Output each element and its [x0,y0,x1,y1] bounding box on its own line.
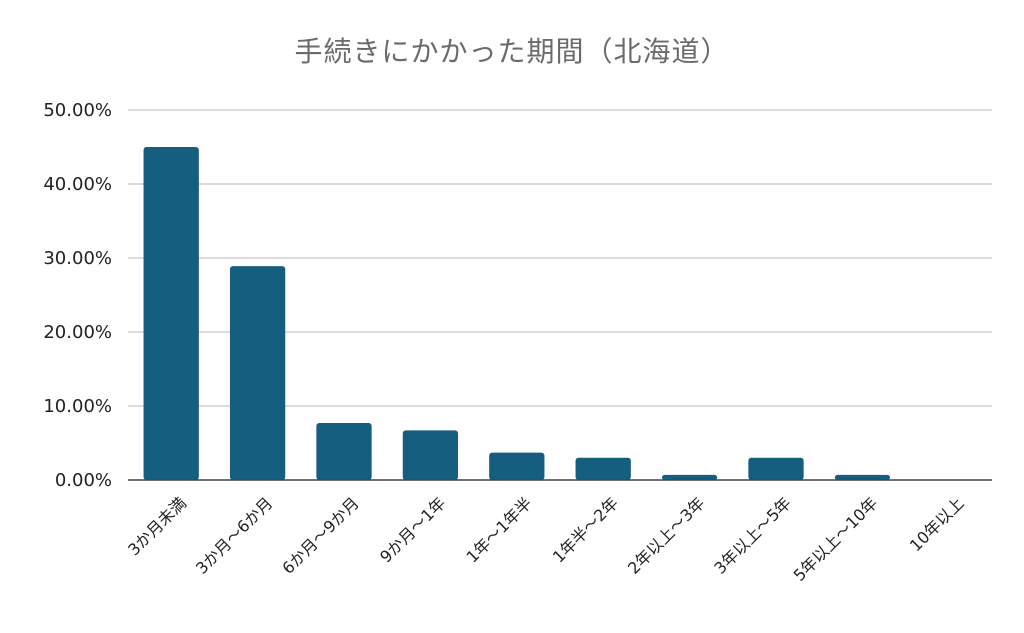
chart-title: 手続きにかかった期間（北海道） [294,35,730,68]
y-tick-label: 50.00% [43,100,112,121]
y-axis-ticks: 0.00% 10.00% 20.00% 30.00% 40.00% 50.00% [43,100,112,491]
bar [402,430,459,480]
bars [143,147,891,480]
bar [143,147,199,480]
x-tick-label: 1年～1年半 [463,493,536,566]
y-tick-label: 40.00% [43,174,112,195]
y-tick-label: 0.00% [55,470,112,491]
x-tick-label: 3か月～6か月 [192,493,276,577]
bar [834,474,891,480]
x-tick-label: 1年半～2年 [549,493,622,566]
bar [575,457,631,480]
x-tick-label: 3年以上～5年 [710,493,794,577]
x-tick-label: 2年以上～3年 [624,493,708,577]
bar [489,452,545,480]
bar [748,457,804,480]
y-tick-label: 30.00% [43,248,112,269]
y-tick-label: 10.00% [43,396,112,417]
x-tick-label: 9か月～1年 [376,493,449,566]
bar [661,474,718,480]
x-tick-label: 5年以上～10年 [790,493,882,585]
x-axis-ticks: 3か月未満 3か月～6か月 6か月～9か月 9か月～1年 1年～1年半 1年半～2年 2年以… [124,493,967,585]
bar [229,266,286,480]
x-tick-label: 6か月～9か月 [278,493,362,577]
x-tick-label: 3か月未満 [124,493,190,559]
y-tick-label: 20.00% [43,322,112,343]
x-tick-label: 10年以上 [906,493,968,555]
bar [316,423,372,480]
